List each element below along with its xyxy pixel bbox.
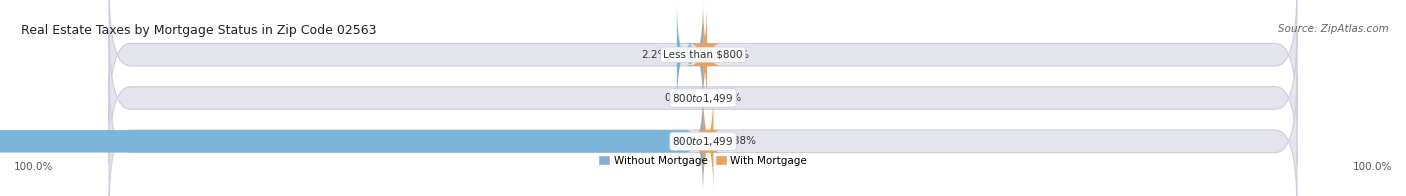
Text: 100.0%: 100.0% (1353, 162, 1392, 172)
FancyBboxPatch shape (689, 1, 721, 108)
Text: 0.34%: 0.34% (717, 50, 749, 60)
FancyBboxPatch shape (110, 0, 1296, 121)
FancyBboxPatch shape (110, 31, 1296, 165)
Text: Less than $800: Less than $800 (664, 50, 742, 60)
FancyBboxPatch shape (0, 88, 703, 195)
Text: $800 to $1,499: $800 to $1,499 (672, 135, 734, 148)
Legend: Without Mortgage, With Mortgage: Without Mortgage, With Mortgage (595, 152, 811, 170)
FancyBboxPatch shape (696, 88, 721, 195)
Text: 0.0%: 0.0% (665, 93, 692, 103)
Text: $800 to $1,499: $800 to $1,499 (672, 92, 734, 104)
Text: 0.0%: 0.0% (714, 93, 741, 103)
Text: 2.2%: 2.2% (641, 50, 668, 60)
Text: 100.0%: 100.0% (14, 162, 53, 172)
FancyBboxPatch shape (676, 1, 703, 108)
FancyBboxPatch shape (110, 75, 1296, 196)
Text: 0.88%: 0.88% (723, 136, 756, 146)
Text: Source: ZipAtlas.com: Source: ZipAtlas.com (1278, 24, 1389, 34)
Text: Real Estate Taxes by Mortgage Status in Zip Code 02563: Real Estate Taxes by Mortgage Status in … (21, 24, 377, 36)
